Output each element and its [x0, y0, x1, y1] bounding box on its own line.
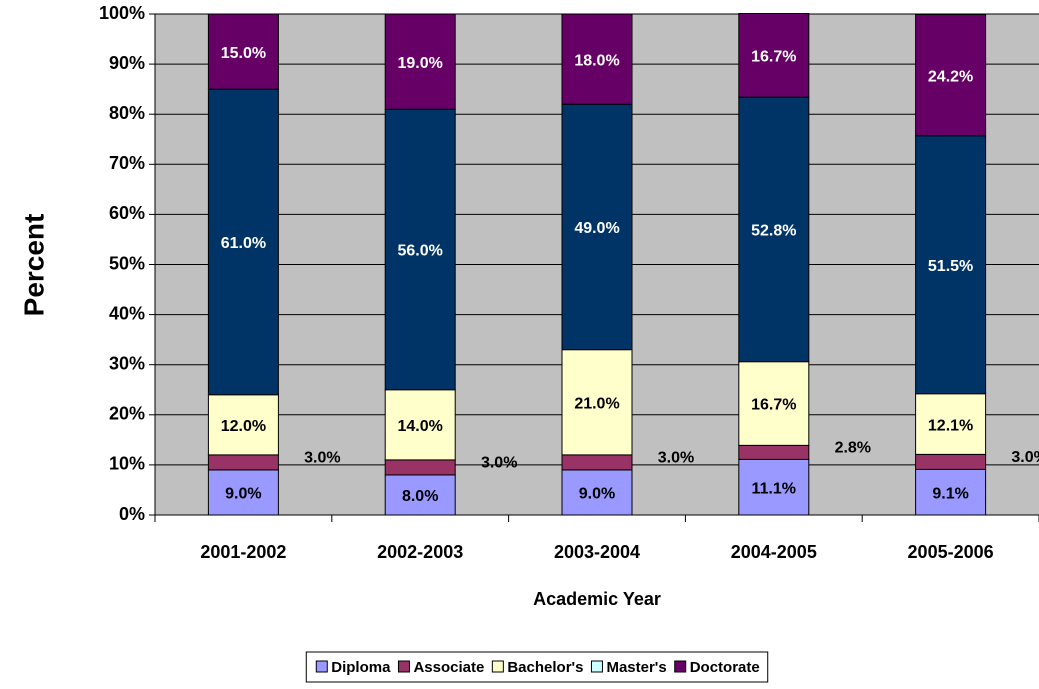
x-tick-label: 2001-2002: [200, 542, 286, 562]
data-label: 14.0%: [398, 418, 443, 435]
bar-segment: [207, 469, 279, 516]
bar-segment: [561, 13, 633, 105]
bar-segment: [384, 389, 456, 461]
data-label: 9.1%: [932, 485, 968, 502]
data-label: 16.7%: [751, 49, 796, 66]
bar-segment: [915, 14, 987, 137]
data-label: 8.0%: [402, 488, 438, 505]
data-label: 24.2%: [928, 68, 973, 85]
bar-segment: [207, 13, 279, 90]
data-label: 52.8%: [751, 223, 796, 240]
y-tick-label: 60%: [109, 203, 145, 223]
data-label: 3.0%: [481, 455, 517, 472]
data-label: 16.7%: [751, 397, 796, 414]
legend-swatch: [397, 660, 410, 673]
y-tick-label: 50%: [109, 253, 145, 273]
y-tick-label: 0%: [119, 504, 145, 524]
legend-swatch: [590, 660, 603, 673]
bar-segment: [384, 474, 456, 516]
y-tick-label: 80%: [109, 103, 145, 123]
legend: Diploma Associate Bachelor's Master's Doctor…: [305, 651, 769, 683]
data-label: 12.0%: [221, 418, 266, 435]
data-label: 12.1%: [928, 417, 973, 434]
x-tick-label: 2003-2004: [554, 542, 640, 562]
bar-segment: [384, 459, 456, 476]
legend-label: Master's: [606, 659, 666, 676]
x-tick-label: 2005-2006: [908, 542, 994, 562]
bar-segment: [915, 135, 987, 395]
y-tick-label: 10%: [109, 454, 145, 474]
x-tick-label: 2002-2003: [377, 542, 463, 562]
bar-segment: [561, 103, 633, 351]
bar-segment: [207, 88, 279, 396]
y-tick-label: 70%: [109, 153, 145, 173]
x-tick-label: 2004-2005: [731, 542, 817, 562]
data-label: 56.0%: [398, 243, 443, 260]
bar-segment: [915, 468, 987, 516]
bar-segment: [384, 108, 456, 391]
legend-box: [305, 651, 769, 683]
data-label: 11.1%: [752, 480, 796, 497]
bar-segment: [384, 13, 456, 110]
legend-swatch: [674, 660, 687, 673]
bar-segment: [738, 361, 810, 446]
bar-segment: [738, 12, 810, 98]
bar-segment: [561, 454, 633, 471]
legend-swatch: [315, 660, 328, 673]
y-tick-label: 20%: [109, 404, 145, 424]
legend-label: Bachelor's: [507, 659, 583, 676]
legend-label: Doctorate: [690, 659, 760, 676]
legend-label: Diploma: [331, 659, 391, 676]
bar-segment: [561, 469, 633, 516]
x-axis-title: Academic Year: [533, 589, 661, 609]
data-label: 51.5%: [928, 258, 973, 275]
data-label: 18.0%: [574, 52, 619, 69]
bar-segment: [207, 454, 279, 471]
legend-label: Associate: [413, 659, 484, 676]
bar-segment: [738, 444, 810, 460]
data-label: 9.0%: [225, 486, 261, 503]
data-label: 19.0%: [398, 55, 443, 72]
data-label: 49.0%: [574, 220, 619, 237]
y-tick-label: 40%: [109, 303, 145, 323]
legend-swatch: [491, 660, 504, 673]
data-label: 9.0%: [579, 486, 615, 503]
bar-segment: [207, 394, 279, 456]
y-axis-title: Percent: [18, 214, 49, 317]
bar-segment: [561, 349, 633, 456]
data-label: 61.0%: [221, 235, 266, 252]
y-tick-label: 90%: [109, 53, 145, 73]
data-label: 3.0%: [658, 450, 694, 467]
bar-segment: [915, 453, 987, 470]
bar-segment: [738, 96, 810, 363]
y-tick-label: 100%: [99, 3, 145, 23]
data-label: 3.0%: [304, 450, 340, 467]
y-tick-label: 30%: [109, 353, 145, 373]
data-label: 2.8%: [835, 440, 871, 457]
data-label: 21.0%: [574, 395, 619, 412]
bar-segment: [738, 458, 810, 516]
data-label: 15.0%: [221, 45, 266, 62]
data-label: 3.0%: [1011, 449, 1039, 466]
